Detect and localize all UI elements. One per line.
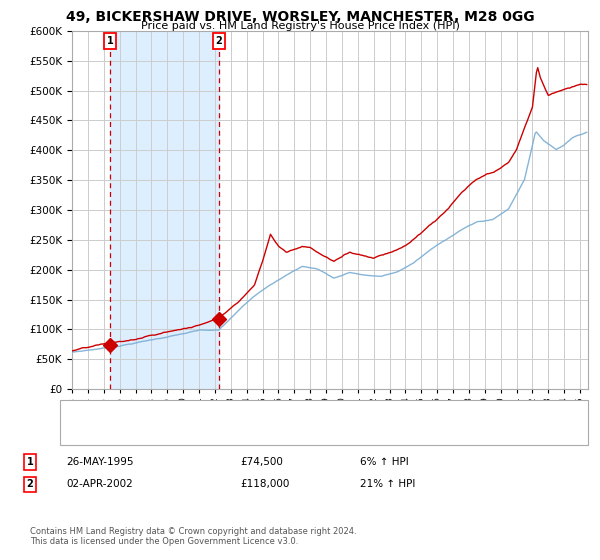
Text: 49, BICKERSHAW DRIVE, WORSLEY, MANCHESTER, M28 0GG (detached house): 49, BICKERSHAW DRIVE, WORSLEY, MANCHESTE…: [102, 408, 487, 418]
Text: £118,000: £118,000: [240, 479, 289, 489]
Text: Contains HM Land Registry data © Crown copyright and database right 2024.
This d: Contains HM Land Registry data © Crown c…: [30, 526, 356, 546]
Text: 6% ↑ HPI: 6% ↑ HPI: [360, 457, 409, 467]
Text: 49, BICKERSHAW DRIVE, WORSLEY, MANCHESTER, M28 0GG: 49, BICKERSHAW DRIVE, WORSLEY, MANCHESTE…: [65, 10, 535, 24]
Text: 02-APR-2002: 02-APR-2002: [66, 479, 133, 489]
Text: 2: 2: [26, 479, 34, 489]
Text: 1: 1: [26, 457, 34, 467]
Text: £74,500: £74,500: [240, 457, 283, 467]
Text: HPI: Average price, detached house, Salford: HPI: Average price, detached house, Salf…: [102, 425, 317, 435]
Text: 1: 1: [107, 36, 113, 46]
Bar: [110, 31, 219, 389]
Text: 26-MAY-1995: 26-MAY-1995: [66, 457, 133, 467]
Text: 2: 2: [215, 36, 222, 46]
Text: 21% ↑ HPI: 21% ↑ HPI: [360, 479, 415, 489]
Text: Price paid vs. HM Land Registry's House Price Index (HPI): Price paid vs. HM Land Registry's House …: [140, 21, 460, 31]
